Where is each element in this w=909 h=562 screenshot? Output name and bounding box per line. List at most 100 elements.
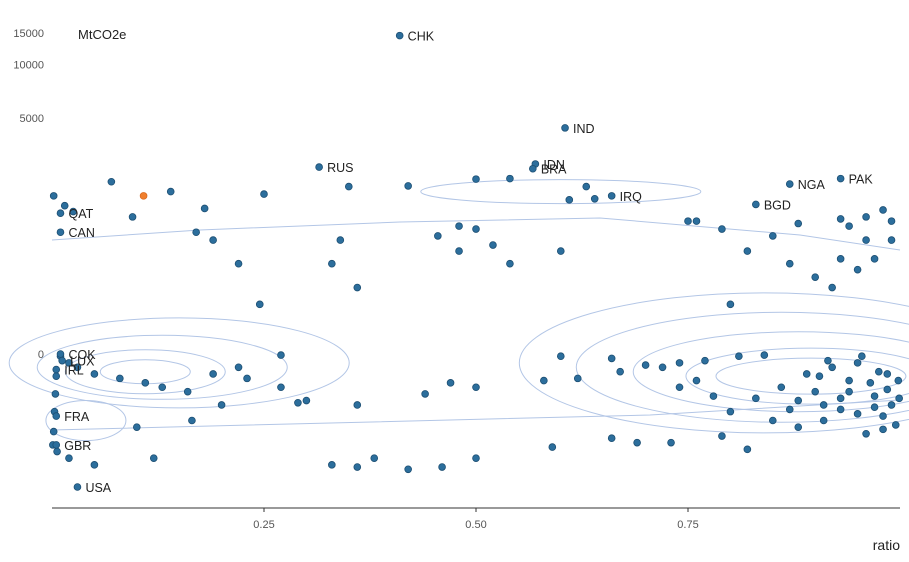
x-tick-label: 0.75 — [677, 519, 698, 531]
data-point — [684, 217, 692, 225]
data-point — [862, 213, 870, 221]
y-axis-label: MtCO2e — [78, 27, 126, 42]
data-point — [128, 213, 137, 221]
data-point — [53, 447, 61, 456]
data-point — [434, 232, 442, 240]
density-contour-8 — [8, 317, 350, 409]
y-tick-label: 15000 — [13, 28, 44, 40]
data-point — [887, 236, 896, 244]
data-point — [675, 383, 684, 392]
data-point — [667, 438, 675, 447]
data-point — [853, 410, 862, 418]
data-point — [879, 425, 887, 434]
data-point — [556, 352, 565, 361]
data-point — [277, 351, 285, 359]
data-point — [811, 387, 819, 396]
data-point — [421, 390, 429, 398]
data-point — [344, 182, 353, 191]
data-point — [183, 387, 192, 396]
data-point — [785, 259, 794, 268]
point-label-bgd: BGD — [764, 198, 791, 212]
data-point — [90, 370, 99, 378]
data-point — [438, 463, 446, 471]
data-point — [277, 383, 285, 392]
point-label-nga: NGA — [798, 178, 826, 192]
data-point — [819, 401, 828, 409]
data-point — [794, 396, 803, 405]
data-point — [845, 222, 853, 230]
data-point — [573, 374, 582, 383]
data-point — [794, 219, 803, 228]
point-label-can: CAN — [68, 226, 94, 240]
y-tick-label: 10000 — [13, 59, 44, 71]
data-point — [472, 454, 480, 462]
data-point — [828, 283, 836, 292]
data-point — [607, 434, 616, 443]
x-axis-ticks: 0.25 0.50 0.75 — [253, 508, 699, 531]
data-point — [455, 247, 463, 255]
density-contour-9 — [420, 179, 702, 205]
data-point — [65, 359, 73, 367]
data-point — [658, 363, 667, 372]
data-point — [866, 379, 875, 387]
data-point — [192, 228, 200, 237]
data-point — [819, 416, 828, 425]
point-label-irl: IRL — [64, 364, 84, 378]
data-point — [633, 438, 641, 447]
data-point — [853, 265, 862, 274]
density-contour-10 — [45, 400, 127, 441]
data-point — [90, 461, 99, 469]
data-point — [692, 376, 701, 385]
data-point — [52, 372, 61, 380]
data-point-bgd — [752, 200, 760, 209]
data-point — [811, 273, 819, 281]
data-point — [107, 177, 116, 186]
data-point — [726, 300, 735, 309]
data-point — [582, 182, 591, 191]
data-point — [794, 423, 803, 431]
point-label-qat: QAT — [68, 207, 93, 221]
data-point — [718, 432, 726, 440]
data-point-gbr — [52, 441, 61, 449]
density-contour-6 — [64, 349, 226, 395]
data-point-can — [56, 228, 65, 237]
data-point-bra — [529, 164, 537, 173]
data-point — [836, 255, 845, 263]
data-point — [353, 283, 362, 292]
data-point — [353, 463, 362, 471]
data-point — [370, 454, 379, 462]
y-tick-label: 5000 — [20, 113, 44, 125]
point-label-pak: PAK — [849, 173, 874, 187]
data-point — [200, 204, 209, 213]
data-point — [641, 361, 650, 369]
data-point — [328, 461, 336, 469]
point-label-chk: CHK — [408, 30, 435, 44]
data-point — [302, 396, 311, 405]
data-point — [828, 363, 836, 372]
data-point — [760, 351, 769, 359]
data-point-irq — [607, 192, 616, 200]
data-point — [49, 192, 58, 200]
data-point-fra — [52, 412, 61, 420]
density-contour-lower — [51, 399, 901, 431]
data-point-rus — [315, 163, 323, 171]
data-point — [158, 383, 167, 392]
data-point — [149, 454, 158, 462]
data-point — [234, 259, 243, 268]
data-point — [336, 236, 345, 244]
data-point — [692, 217, 701, 225]
x-tick-label: 0.25 — [253, 519, 274, 531]
data-point-cok — [56, 350, 65, 358]
data-point — [768, 416, 777, 425]
data-point — [836, 394, 845, 403]
data-point — [404, 182, 412, 190]
data-point — [894, 376, 903, 385]
point-label-rus: RUS — [327, 161, 353, 175]
data-point — [540, 376, 548, 385]
y-axis-ticks: 15000 10000 5000 0 — [13, 28, 44, 361]
data-point — [879, 412, 887, 420]
density-contour-4 — [518, 292, 909, 434]
data-point-lux — [58, 356, 66, 365]
data-point — [60, 201, 69, 210]
